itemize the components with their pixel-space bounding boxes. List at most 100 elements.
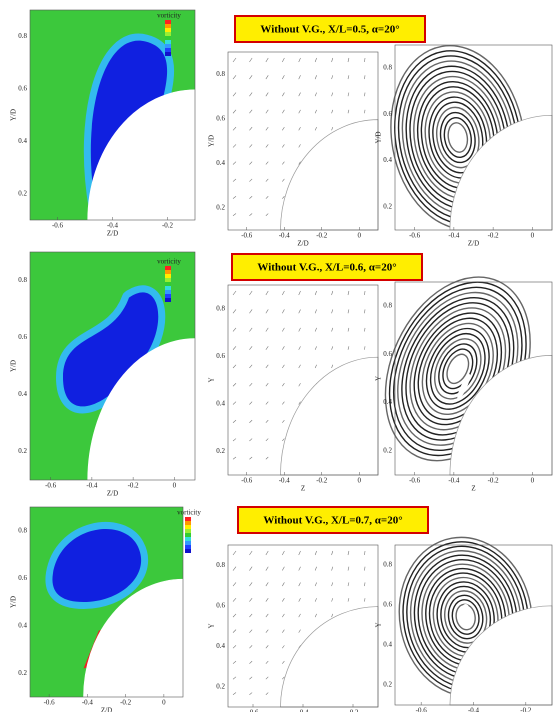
flow-arrow [282,127,284,130]
y-axis-label: Y [375,376,383,381]
colorbar-band [165,20,171,24]
x-tick-label: 0 [531,477,535,485]
flow-arrow [315,110,317,113]
y-tick-label: 0.4 [216,399,225,407]
flow-arrow [249,196,252,198]
flow-arrow [299,144,301,147]
flow-arrow [233,439,236,441]
flow-arrow [315,75,317,79]
y-tick-label: 0.4 [216,159,225,167]
flow-arrow [233,582,236,586]
flow-arrow [266,75,268,79]
flow-arrow [282,196,284,198]
x-tick-label: -0.4 [82,699,94,707]
flow-arrow [364,598,365,601]
colorbar-band [185,525,191,529]
flow-arrow [233,365,236,368]
x-tick-label: -0.2 [347,709,359,712]
y-tick-label: 0.2 [216,447,225,455]
flow-arrow [266,328,268,332]
flow-arrow [364,346,365,349]
flow-arrow [282,291,284,295]
body-surface [281,357,379,475]
flow-arrow [249,75,252,79]
flow-arrow [266,179,268,182]
y-tick-label: 0.4 [18,390,27,398]
flow-arrow [315,93,317,97]
colorbar-band [165,36,171,40]
flow-arrow [233,630,236,633]
flow-arrow [266,383,268,386]
colorbar-band [185,533,191,537]
flow-arrow [266,645,268,648]
flow-arrow [332,365,333,368]
flow-arrow [249,420,252,423]
y-tick-label: 0.8 [18,32,27,40]
x-tick-label: -0.4 [86,482,98,490]
flow-arrow [332,291,333,295]
colorbar-band [185,545,191,549]
x-tick-label: -0.6 [45,482,57,490]
flow-arrow [315,291,317,295]
y-tick-label: 0.6 [216,114,225,122]
flow-arrow [233,551,236,555]
y-tick-label: 0.8 [216,304,225,312]
panel-title: Without V.G., X/L=0.5, α=20° [260,24,399,36]
y-axis-label: Y/D [10,360,18,372]
flow-arrow [266,127,268,130]
colorbar-band [165,290,171,294]
y-tick-label: 0.4 [383,156,392,164]
y-tick-label: 0.2 [383,202,392,210]
flow-arrow [233,196,236,198]
y-tick-label: 0.4 [383,398,392,406]
flow-arrow [249,110,252,113]
flow-arrow [364,582,365,586]
flow-arrow [332,110,333,113]
flow-arrow [266,567,268,571]
x-axis-label: Z [471,485,475,493]
flow-arrow [332,328,333,332]
flow-arrow [233,677,236,679]
x-axis-label: Z/D [101,707,112,712]
flow-arrow [348,346,349,349]
flow-arrow [348,75,349,79]
flow-arrow [348,567,349,571]
flow-arrow [233,693,236,695]
flow-arrow [233,402,236,405]
x-tick-label: -0.2 [488,232,500,240]
flow-arrow [348,110,349,113]
y-tick-label: 0.8 [383,302,392,310]
flow-arrow [332,567,333,571]
flow-arrow [249,346,252,349]
colorbar-label: vorticity [157,258,181,266]
flow-arrow [266,598,268,601]
x-axis-label: Z/D [107,230,118,238]
y-tick-label: 0.4 [18,137,27,145]
x-tick-label: -0.6 [44,699,56,707]
y-tick-label: 0.2 [18,447,27,455]
flow-arrow [364,551,365,555]
flow-arrow [233,214,236,216]
colorbar-band [165,294,171,298]
x-tick-label: 0 [531,232,535,240]
flow-arrow [266,402,268,405]
flow-arrow [282,567,284,571]
flow-arrow [348,291,349,295]
flow-arrow [364,567,365,571]
flow-arrow [364,93,365,97]
flow-arrow [364,291,365,295]
flow-arrow [332,93,333,97]
flow-arrow [299,58,301,62]
flow-arrow [249,693,252,695]
colorbar-band [185,549,191,553]
colorbar-band [165,28,171,32]
y-tick-label: 0.2 [383,681,392,689]
flow-arrow [266,457,268,459]
x-axis-label: Z/D [107,490,118,498]
colorbar-label: vorticity [177,509,201,517]
flow-arrow [348,93,349,97]
flow-arrow [332,346,333,349]
flow-arrow [315,346,317,349]
y-tick-label: 0.6 [216,601,225,609]
flow-arrow [332,582,333,586]
